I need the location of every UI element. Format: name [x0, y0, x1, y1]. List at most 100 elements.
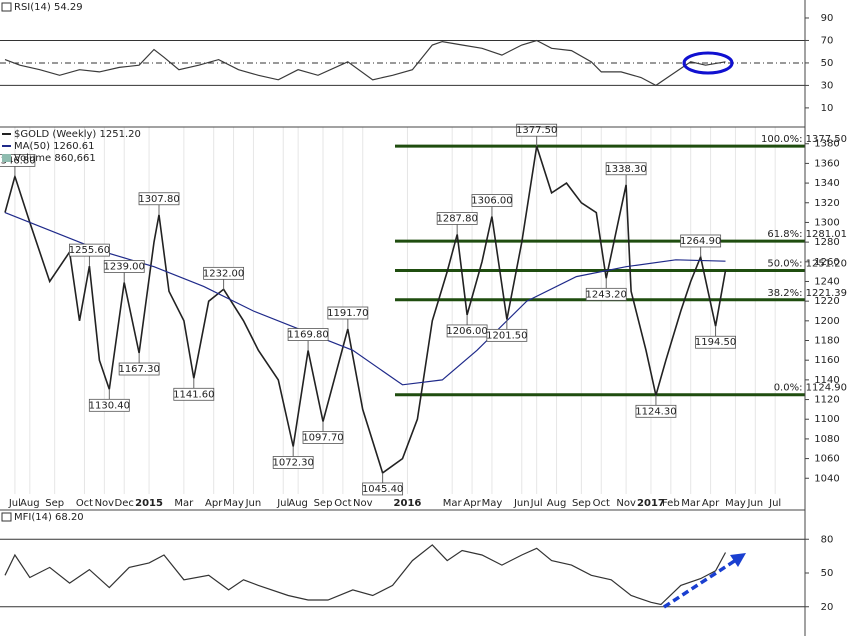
y-tick-label: 1160: [814, 355, 839, 366]
price-label-box: [103, 260, 145, 273]
y-tick-label: 1080: [814, 434, 839, 445]
x-tick-label: Jul: [530, 498, 543, 509]
x-tick-label: Jun: [513, 498, 530, 509]
trend-arrow: [663, 558, 737, 609]
x-tick-label: Mar: [443, 498, 463, 509]
y-tick-label: 20: [821, 602, 834, 613]
price-label: 1124.30: [635, 406, 676, 417]
x-tick-label: Nov: [353, 498, 373, 509]
y-tick-label: 1140: [814, 375, 839, 386]
x-tick-label: Apr: [702, 498, 720, 509]
y-tick-label: 1360: [814, 158, 839, 169]
y-tick-label: 1340: [814, 178, 839, 189]
price-label: 1141.60: [173, 389, 214, 400]
x-tick-label: Aug: [288, 498, 308, 509]
x-tick-label: Aug: [547, 498, 567, 509]
legend-swatch: [1, 512, 12, 522]
price-label: 1232.00: [203, 268, 244, 279]
legend-label: Volume 860,661: [14, 153, 96, 164]
series-line: [4, 145, 727, 475]
series-line: [4, 39, 726, 87]
x-tick-label: May: [725, 498, 746, 509]
x-tick-label: Feb: [662, 498, 680, 509]
y-tick-label: 1240: [814, 276, 839, 287]
price-label-box: [118, 362, 160, 376]
price-label-box: [69, 243, 110, 257]
price-label: 1307.80: [138, 194, 179, 205]
x-tick-label: Mar: [174, 498, 194, 509]
price-label-box: [436, 212, 478, 225]
price-label: 1287.80: [436, 213, 477, 224]
price-label: 1097.70: [302, 432, 343, 443]
fib-label: 50.0%: 1251.20: [767, 258, 847, 269]
x-tick-label: Apr: [205, 498, 223, 509]
y-tick-label: 1120: [814, 395, 839, 406]
x-tick-label: 2016: [394, 498, 422, 509]
legend-label: $GOLD (Weekly) 1251.20: [14, 129, 141, 140]
price-label-box: [362, 482, 404, 496]
fib-label: 61.8%: 1281.01: [767, 229, 847, 240]
price-label-box: [695, 335, 736, 349]
x-tick-label: Dec: [115, 498, 134, 509]
x-tick-label: Nov: [616, 498, 636, 509]
price-label: 1169.80: [287, 330, 328, 341]
series-line: [4, 544, 727, 606]
y-tick-label: 30: [821, 80, 834, 91]
y-tick-label: 1380: [814, 139, 839, 150]
x-tick-label: May: [223, 498, 244, 509]
price-label: 1191.70: [327, 308, 368, 319]
price-label: 1377.50: [516, 125, 557, 136]
price-label: 1255.60: [69, 245, 110, 256]
price-label: 1206.00: [446, 326, 487, 337]
y-tick-label: 1280: [814, 237, 839, 248]
price-label-box: [635, 404, 677, 418]
price-label-box: [287, 328, 329, 341]
y-tick-label: 90: [821, 13, 834, 24]
highlight-ellipse: [682, 51, 734, 75]
fib-label: 38.2%: 1221.39: [767, 288, 847, 299]
price-label: 1045.40: [362, 484, 403, 495]
x-tick-label: Sep: [314, 498, 333, 509]
price-label-box: [585, 287, 627, 301]
legend-swatch: [1, 2, 12, 12]
fib-label: 100.0%: 1377.50: [761, 134, 847, 145]
price-label: 1072.30: [272, 457, 313, 468]
y-tick-label: 1320: [814, 198, 839, 209]
price-label-box: [605, 162, 647, 176]
price-label-box: [327, 306, 369, 320]
x-tick-label: Apr: [463, 498, 481, 509]
price-label-box: [138, 192, 180, 206]
fib-label: 0.0%: 1124.90: [774, 383, 847, 394]
y-tick-label: 1100: [814, 414, 839, 425]
price-label: 1346.80: [0, 155, 36, 166]
y-tick-label: 50: [821, 58, 834, 69]
y-tick-label: 1260: [814, 257, 839, 268]
x-tick-label: Nov: [95, 498, 115, 509]
panel-title: MFI(14) 68.20: [14, 512, 84, 523]
price-label-box: [173, 387, 215, 401]
price-label: 1306.00: [471, 196, 512, 207]
x-tick-label: Sep: [572, 498, 591, 509]
price-label-box: [272, 456, 314, 469]
series-line: [4, 212, 726, 386]
x-tick-label: Jul: [8, 498, 21, 509]
x-tick-label: Jul: [768, 498, 781, 509]
x-tick-label: Sep: [45, 498, 64, 509]
x-tick-label: May: [482, 498, 503, 509]
price-label: 1130.40: [89, 400, 130, 411]
y-tick-label: 1180: [814, 336, 839, 347]
price-label: 1264.90: [680, 236, 721, 247]
x-tick-label: Oct: [76, 498, 93, 509]
price-label-box: [302, 431, 344, 444]
legend-label: MA(50) 1260.61: [14, 141, 95, 152]
x-tick-label: Aug: [20, 498, 40, 509]
x-tick-label: 2015: [135, 498, 163, 509]
x-tick-label: Oct: [334, 498, 351, 509]
price-label: 1239.00: [104, 261, 145, 272]
x-tick-label: Mar: [681, 498, 701, 509]
y-tick-label: 1200: [814, 316, 839, 327]
x-tick-label: Jun: [245, 498, 262, 509]
x-tick-label: Oct: [593, 498, 610, 509]
